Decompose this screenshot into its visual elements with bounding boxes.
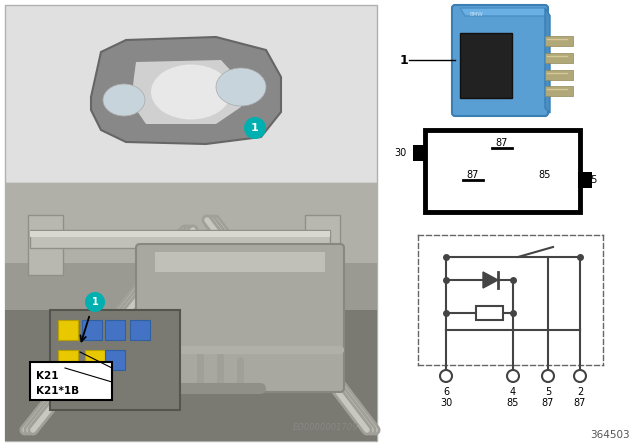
Bar bbox=[545, 70, 573, 80]
Bar bbox=[5, 183, 377, 441]
Polygon shape bbox=[545, 8, 550, 113]
Text: 87: 87 bbox=[574, 398, 586, 408]
Polygon shape bbox=[131, 60, 241, 124]
Circle shape bbox=[85, 292, 105, 312]
Bar bbox=[30, 231, 330, 237]
Text: K21: K21 bbox=[36, 371, 58, 381]
Polygon shape bbox=[460, 8, 550, 16]
Bar bbox=[58, 350, 78, 370]
Text: 5: 5 bbox=[545, 387, 551, 397]
Text: 2: 2 bbox=[577, 387, 583, 397]
Bar bbox=[5, 5, 377, 183]
Bar bbox=[476, 306, 503, 320]
Bar bbox=[5, 310, 377, 441]
Bar bbox=[130, 320, 150, 340]
Bar bbox=[30, 362, 112, 400]
Text: BMW: BMW bbox=[470, 12, 484, 17]
Bar bbox=[105, 350, 125, 370]
Bar bbox=[155, 252, 325, 272]
Bar bbox=[425, 130, 580, 212]
Text: 87: 87 bbox=[467, 170, 479, 180]
Circle shape bbox=[440, 370, 452, 382]
Text: 4: 4 bbox=[510, 387, 516, 397]
Text: EO0000001709: EO0000001709 bbox=[292, 423, 358, 432]
Text: 1: 1 bbox=[251, 123, 259, 133]
Bar bbox=[578, 172, 592, 188]
Bar bbox=[383, 0, 640, 448]
Bar bbox=[30, 230, 330, 248]
Text: 87: 87 bbox=[496, 138, 508, 148]
Bar bbox=[460, 33, 512, 98]
Bar bbox=[545, 36, 573, 46]
Ellipse shape bbox=[103, 84, 145, 116]
Bar bbox=[413, 145, 427, 161]
Text: 85: 85 bbox=[586, 175, 598, 185]
Bar bbox=[50, 310, 180, 410]
Text: 30: 30 bbox=[440, 398, 452, 408]
Bar bbox=[82, 320, 102, 340]
Circle shape bbox=[574, 370, 586, 382]
Text: 87: 87 bbox=[542, 398, 554, 408]
Text: 364503: 364503 bbox=[590, 430, 630, 440]
Bar bbox=[58, 320, 78, 340]
Ellipse shape bbox=[151, 65, 231, 120]
Bar bbox=[5, 183, 377, 441]
Text: 85: 85 bbox=[507, 398, 519, 408]
Bar bbox=[85, 350, 105, 370]
Bar bbox=[28, 215, 63, 275]
Circle shape bbox=[542, 370, 554, 382]
Text: 30: 30 bbox=[395, 148, 407, 158]
Circle shape bbox=[507, 370, 519, 382]
Bar bbox=[545, 86, 573, 96]
Bar bbox=[105, 320, 125, 340]
Text: 85: 85 bbox=[539, 170, 551, 180]
Text: K21*1B: K21*1B bbox=[36, 386, 79, 396]
Bar bbox=[545, 53, 573, 63]
Polygon shape bbox=[483, 272, 498, 288]
Bar bbox=[305, 215, 340, 275]
FancyBboxPatch shape bbox=[452, 5, 548, 116]
FancyBboxPatch shape bbox=[136, 244, 344, 392]
Ellipse shape bbox=[216, 68, 266, 106]
Polygon shape bbox=[91, 37, 281, 144]
Bar bbox=[5, 183, 377, 263]
Text: 1: 1 bbox=[399, 53, 408, 66]
Text: 6: 6 bbox=[443, 387, 449, 397]
Text: 1: 1 bbox=[92, 297, 99, 307]
Circle shape bbox=[244, 117, 266, 139]
